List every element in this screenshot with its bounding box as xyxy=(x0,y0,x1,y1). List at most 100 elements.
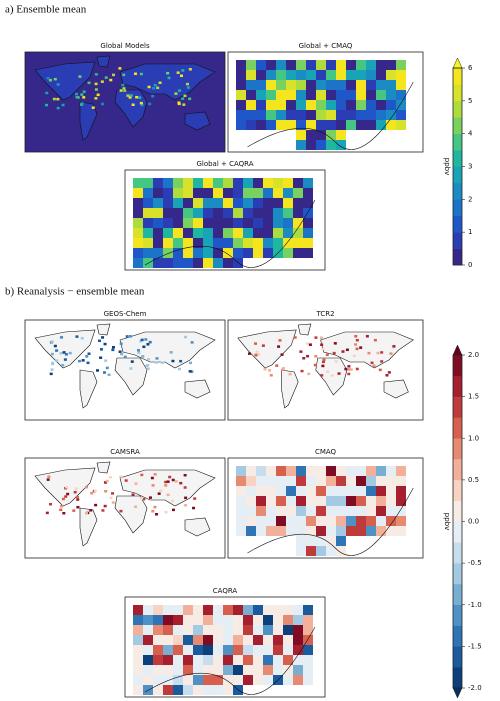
grid-cell xyxy=(356,506,366,516)
grid-cell xyxy=(119,475,123,478)
grid-cell xyxy=(316,506,326,516)
grid-cell xyxy=(303,198,313,208)
grid-cell xyxy=(396,100,406,110)
grid-cell xyxy=(133,218,143,228)
grid-cell xyxy=(286,70,296,80)
grid-cell xyxy=(326,120,336,130)
grid-cell xyxy=(98,339,102,343)
grid-cell xyxy=(336,120,346,130)
grid-cell xyxy=(143,665,153,675)
grid-cell xyxy=(111,501,115,504)
grid-cell xyxy=(396,526,406,536)
grid-cell xyxy=(326,466,336,476)
grid-cell xyxy=(243,238,253,248)
grid-cell xyxy=(336,526,346,536)
grid-cell xyxy=(233,675,243,685)
grid-cell xyxy=(164,484,168,487)
colorbar-segment xyxy=(453,583,462,606)
grid-cell xyxy=(266,496,276,506)
grid-cell xyxy=(356,80,366,90)
grid-cell xyxy=(193,178,203,188)
grid-cell xyxy=(93,489,97,493)
grid-cell xyxy=(140,473,144,477)
grid-cell xyxy=(296,100,306,110)
grid-cell xyxy=(223,238,233,248)
grid-cell xyxy=(80,336,84,340)
grid-cell xyxy=(223,248,233,258)
grid-cell xyxy=(147,85,151,89)
grid-cell xyxy=(101,336,105,339)
grid-cell xyxy=(246,60,256,70)
grid-cell xyxy=(263,615,273,625)
grid-cell xyxy=(316,466,326,476)
grid-cell xyxy=(326,526,336,536)
grid-cell xyxy=(243,675,253,685)
grid-cell xyxy=(386,466,396,476)
grid-cell xyxy=(293,238,303,248)
grid-cell xyxy=(396,476,406,486)
grid-cell xyxy=(173,258,183,268)
grid-cell xyxy=(316,120,326,130)
grid-cell xyxy=(254,342,258,345)
grid-cell xyxy=(263,228,273,238)
grid-cell xyxy=(263,635,273,645)
section-title: b) Reanalysis − ensemble mean xyxy=(5,286,145,298)
grid-cell xyxy=(273,645,283,655)
grid-cell xyxy=(163,218,173,228)
grid-cell xyxy=(213,645,223,655)
grid-cell xyxy=(276,120,286,130)
grid-cell xyxy=(203,665,213,675)
grid-cell xyxy=(253,208,263,218)
grid-cell xyxy=(99,356,103,359)
grid-cell xyxy=(223,615,233,625)
grid-cell xyxy=(233,208,243,218)
grid-cell xyxy=(367,351,371,355)
grid-cell xyxy=(307,372,311,376)
grid-cell xyxy=(183,218,193,228)
grid-cell xyxy=(386,60,396,70)
map xyxy=(25,320,225,420)
grid-cell xyxy=(332,351,336,355)
grid-cell xyxy=(268,369,272,372)
grid-cell xyxy=(263,188,273,198)
grid-cell xyxy=(253,625,263,635)
grid-cell xyxy=(283,178,293,188)
grid-cell xyxy=(99,348,103,351)
grid-cell xyxy=(193,208,203,218)
grid-cell xyxy=(183,615,193,625)
grid-cell xyxy=(263,675,273,685)
colorbar-tick-label: -1.0 xyxy=(468,601,482,609)
grid-cell xyxy=(233,198,243,208)
grid-cell xyxy=(140,103,144,107)
grid-cell xyxy=(80,102,84,105)
grid-cell xyxy=(303,625,313,635)
grid-cell xyxy=(183,645,193,655)
grid-cell xyxy=(64,495,68,498)
grid-cell xyxy=(68,351,72,355)
grid-cell xyxy=(243,665,253,675)
grid-cell xyxy=(316,80,326,90)
grid-cell xyxy=(193,198,203,208)
grid-cell xyxy=(276,476,286,486)
grid-cell xyxy=(203,178,213,188)
grid-cell xyxy=(233,188,243,198)
grid-cell xyxy=(303,178,313,188)
grid-cell xyxy=(223,665,233,675)
grid-cell xyxy=(137,351,141,354)
grid-cell xyxy=(223,625,233,635)
grid-cell xyxy=(133,655,143,665)
grid-cell xyxy=(263,198,273,208)
grid-cell xyxy=(266,526,276,536)
grid-cell xyxy=(151,484,155,487)
grid-cell xyxy=(203,675,213,685)
grid-cell xyxy=(283,625,293,635)
grid-cell xyxy=(131,103,135,106)
grid-cell xyxy=(349,368,353,371)
grid-cell xyxy=(316,546,326,556)
grid-cell xyxy=(154,361,158,364)
grid-cell xyxy=(296,496,306,506)
grid-cell xyxy=(49,372,53,376)
grid-cell xyxy=(173,605,183,615)
grid-cell xyxy=(233,248,243,258)
grid-cell xyxy=(253,198,263,208)
